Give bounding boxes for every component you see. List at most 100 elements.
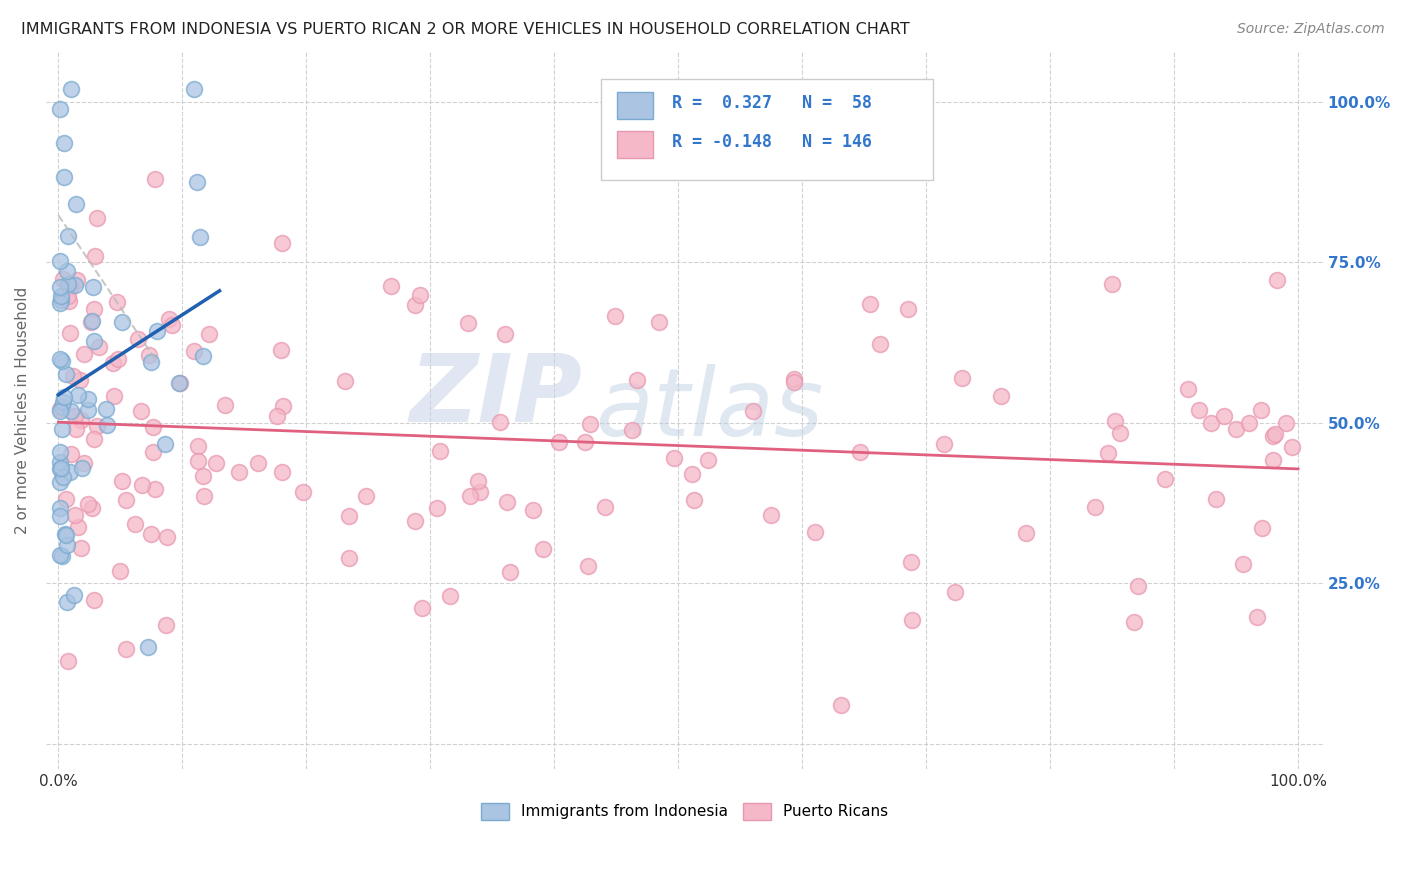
Point bbox=[849, 445, 872, 459]
Point bbox=[131, 478, 153, 492]
Point bbox=[63, 277, 86, 292]
Point bbox=[1263, 453, 1285, 467]
Point bbox=[1126, 579, 1149, 593]
Point bbox=[467, 474, 489, 488]
Point bbox=[1212, 409, 1234, 424]
Point bbox=[56, 263, 79, 277]
Point bbox=[271, 400, 294, 414]
Point bbox=[187, 453, 209, 467]
Point bbox=[522, 503, 544, 517]
Point bbox=[439, 589, 461, 603]
Point bbox=[86, 418, 108, 433]
Point bbox=[167, 376, 190, 390]
Point bbox=[1263, 428, 1285, 442]
Point bbox=[143, 172, 166, 186]
Point bbox=[470, 484, 492, 499]
Point bbox=[76, 498, 98, 512]
Point bbox=[1101, 277, 1123, 292]
Bar bbox=[617, 131, 652, 159]
Point bbox=[83, 592, 105, 607]
Point bbox=[1153, 473, 1175, 487]
Point bbox=[96, 418, 118, 433]
Point bbox=[183, 82, 205, 96]
Point bbox=[49, 500, 72, 515]
Point bbox=[55, 491, 77, 506]
Point bbox=[83, 301, 105, 316]
Point bbox=[1097, 446, 1119, 460]
Point bbox=[489, 415, 512, 429]
Point bbox=[124, 516, 146, 531]
Point bbox=[830, 698, 852, 713]
Point bbox=[662, 450, 685, 465]
Point bbox=[62, 369, 84, 384]
Point bbox=[1084, 500, 1107, 515]
Point bbox=[77, 402, 100, 417]
Point bbox=[531, 542, 554, 557]
Point bbox=[356, 489, 378, 503]
Point bbox=[111, 474, 134, 488]
Point bbox=[160, 318, 183, 332]
Point bbox=[59, 465, 82, 479]
Point bbox=[380, 279, 402, 293]
Point bbox=[620, 423, 643, 437]
Point bbox=[56, 653, 79, 667]
Point bbox=[950, 371, 973, 385]
Point bbox=[156, 530, 179, 544]
Point bbox=[1201, 416, 1223, 430]
Point bbox=[142, 445, 165, 459]
Point bbox=[270, 236, 292, 251]
Point bbox=[1014, 525, 1036, 540]
Point bbox=[59, 82, 82, 96]
Point bbox=[576, 559, 599, 574]
Point bbox=[214, 398, 236, 412]
Point bbox=[48, 279, 70, 293]
Legend: Immigrants from Indonesia, Puerto Ricans: Immigrants from Indonesia, Puerto Ricans bbox=[475, 797, 894, 826]
Point bbox=[48, 549, 70, 563]
Point bbox=[107, 351, 129, 366]
Point bbox=[270, 465, 292, 479]
Point bbox=[142, 419, 165, 434]
Point bbox=[115, 642, 138, 657]
Point bbox=[87, 340, 110, 354]
Point bbox=[1281, 440, 1303, 454]
Point bbox=[108, 565, 131, 579]
Point bbox=[59, 447, 82, 461]
Point bbox=[83, 249, 105, 263]
Point bbox=[783, 372, 806, 386]
Point bbox=[48, 402, 70, 417]
Point bbox=[1250, 403, 1272, 417]
Point bbox=[66, 520, 89, 534]
Point bbox=[70, 541, 93, 555]
Point bbox=[337, 551, 360, 566]
Point bbox=[143, 482, 166, 496]
Point bbox=[1251, 521, 1274, 535]
Text: R =  0.327   N =  58: R = 0.327 N = 58 bbox=[672, 94, 872, 112]
Point bbox=[183, 344, 205, 359]
Point bbox=[53, 527, 76, 541]
Point bbox=[1274, 416, 1296, 430]
Point bbox=[63, 508, 86, 522]
Point bbox=[66, 273, 89, 287]
Point bbox=[72, 456, 94, 470]
Point bbox=[804, 524, 827, 539]
Point bbox=[1225, 422, 1247, 436]
Point bbox=[52, 469, 75, 483]
Point bbox=[593, 500, 616, 514]
Point bbox=[741, 404, 763, 418]
Point bbox=[682, 493, 704, 508]
Point bbox=[70, 413, 93, 427]
Point bbox=[228, 465, 250, 479]
Point bbox=[139, 355, 162, 369]
Point bbox=[105, 295, 128, 310]
Point bbox=[65, 422, 87, 436]
Point bbox=[337, 508, 360, 523]
Point bbox=[48, 102, 70, 116]
Text: R = -0.148   N = 146: R = -0.148 N = 146 bbox=[672, 133, 872, 151]
Point bbox=[52, 272, 75, 286]
Point bbox=[136, 640, 159, 655]
Point bbox=[51, 422, 73, 436]
Point bbox=[1108, 426, 1130, 441]
Point bbox=[94, 402, 117, 417]
Point bbox=[1177, 382, 1199, 396]
Point bbox=[409, 288, 432, 302]
